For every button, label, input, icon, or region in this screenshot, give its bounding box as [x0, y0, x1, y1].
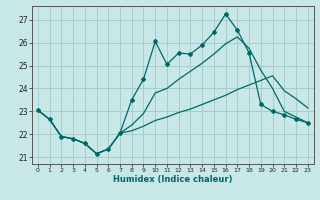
X-axis label: Humidex (Indice chaleur): Humidex (Indice chaleur)	[113, 175, 233, 184]
